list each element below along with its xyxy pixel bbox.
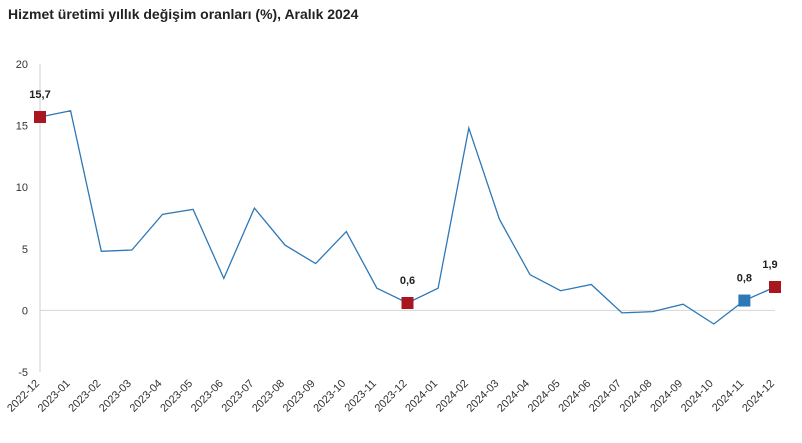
y-tick-label: 15 [16, 121, 28, 133]
x-tick-label: 2023-11 [343, 378, 379, 414]
data-label: 0,6 [400, 275, 415, 287]
x-tick-label: 2024-06 [556, 378, 593, 415]
x-tick-label: 2024-05 [526, 378, 563, 415]
x-tick-label: 2023-05 [158, 378, 195, 415]
highlight-marker [401, 297, 414, 310]
x-tick-label: 2024-01 [403, 378, 440, 415]
data-label: 15,7 [29, 89, 50, 101]
highlight-marker [769, 280, 781, 293]
series-line [39, 110, 776, 325]
x-tick-label: 2024-07 [587, 378, 624, 415]
x-tick-label: 2023-12 [373, 378, 410, 415]
y-tick-label: -5 [18, 367, 28, 379]
x-tick-label: 2024-09 [648, 378, 685, 415]
y-tick-label: 5 [22, 244, 28, 256]
data-label: 0,8 [737, 273, 752, 285]
x-tick-label: 2023-03 [97, 378, 134, 415]
x-tick-label: 2023-10 [311, 378, 348, 415]
x-tick-label: 2024-04 [495, 378, 532, 415]
x-tick-label: 2022-12 [5, 378, 42, 415]
y-tick-label: 10 [16, 182, 28, 194]
x-tick-label: 2024-03 [464, 378, 501, 415]
y-tick-label: 20 [16, 59, 28, 71]
x-tick-label: 2024-12 [740, 378, 777, 415]
x-tick-label: 2023-02 [66, 378, 103, 415]
x-tick-label: 2023-04 [128, 378, 165, 415]
x-tick-label: 2023-06 [189, 378, 226, 415]
chart-title: Hizmet üretimi yıllık değişim oranları (… [8, 6, 359, 22]
x-tick-label: 2024-08 [618, 378, 655, 415]
y-tick-label: 0 [22, 305, 28, 317]
data-label: 1,9 [762, 259, 777, 271]
x-tick-label: 2023-09 [281, 378, 318, 415]
x-tick-label: 2024-10 [679, 378, 716, 415]
x-tick-label: 2024-11 [710, 378, 746, 414]
highlight-marker [738, 294, 751, 307]
x-tick-label: 2023-08 [250, 378, 287, 415]
highlight-marker [34, 110, 46, 123]
x-tick-label: 2023-01 [36, 378, 73, 415]
x-tick-label: 2024-02 [434, 378, 471, 415]
x-tick-label: 2023-07 [219, 378, 256, 415]
